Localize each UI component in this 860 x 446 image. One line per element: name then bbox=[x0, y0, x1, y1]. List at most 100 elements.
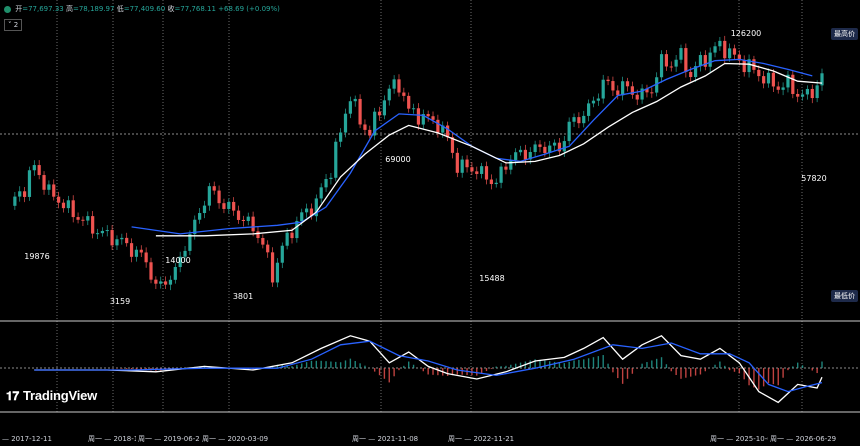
ohlc-legend: 开=77,697.33 高=78,189.97 低=77,409.60 收=77… bbox=[4, 4, 280, 14]
date-label: 周一 — 2022-11-21 bbox=[446, 433, 517, 446]
signal-line bbox=[34, 340, 823, 393]
candle-body bbox=[655, 77, 659, 93]
candle-body bbox=[587, 103, 591, 116]
high-price-tag: 最高价 bbox=[831, 28, 858, 40]
candle-body bbox=[76, 217, 80, 220]
candle-body bbox=[431, 116, 435, 120]
candle-body bbox=[392, 79, 396, 89]
candle-body bbox=[523, 149, 528, 160]
close-value: =77,768.11 bbox=[174, 5, 216, 13]
candle-body bbox=[139, 249, 143, 253]
candle-body bbox=[222, 203, 226, 209]
date-label: 周一 — 2020-03-09 bbox=[200, 433, 271, 446]
candle-body bbox=[387, 88, 391, 101]
date-label: — 2017-12-11 bbox=[0, 433, 54, 446]
change-value: +68.69 (+0.09%) bbox=[218, 5, 280, 13]
candle-body bbox=[436, 119, 440, 133]
candle-body bbox=[455, 152, 459, 173]
candle-body bbox=[61, 202, 66, 209]
candle-body bbox=[324, 179, 328, 188]
candle-body bbox=[154, 279, 158, 284]
date-label: 周一 — 2018-12- bbox=[86, 433, 148, 446]
candle-body bbox=[47, 184, 51, 190]
candle-body bbox=[66, 200, 70, 209]
candle-body bbox=[771, 72, 775, 87]
candle-body bbox=[776, 86, 780, 90]
candle-body bbox=[591, 100, 596, 104]
candle-body bbox=[470, 167, 474, 172]
candle-body bbox=[810, 88, 814, 99]
tradingview-logo[interactable]: 𝟏𝟕 TradingView bbox=[6, 388, 97, 404]
ma-slow-line bbox=[155, 62, 823, 237]
candle-body bbox=[348, 101, 352, 114]
candle-body bbox=[659, 54, 664, 78]
candle-body bbox=[295, 220, 299, 239]
candle-body bbox=[52, 184, 56, 197]
candle-body bbox=[723, 40, 727, 59]
candle-body bbox=[465, 159, 469, 168]
candle-body bbox=[207, 186, 211, 206]
candle-body bbox=[567, 121, 571, 142]
macd-line bbox=[34, 335, 823, 404]
candle-body bbox=[728, 48, 732, 59]
candle-body bbox=[713, 46, 717, 53]
candle-body bbox=[251, 216, 255, 232]
candle-body bbox=[402, 92, 406, 96]
candle-body bbox=[256, 231, 260, 239]
candle-body bbox=[577, 117, 581, 124]
high-value: =78,189.97 bbox=[72, 5, 115, 13]
candle-body bbox=[601, 79, 605, 99]
candle-body bbox=[543, 146, 547, 153]
candle-body bbox=[698, 55, 703, 67]
candle-body bbox=[616, 90, 620, 96]
candle-body bbox=[304, 208, 309, 213]
date-label: 周一 — 2026-06-29 bbox=[768, 433, 839, 446]
candle-body bbox=[475, 171, 479, 174]
candle-body bbox=[86, 216, 90, 221]
candle-body bbox=[159, 281, 163, 284]
price-annotation: 69000 bbox=[385, 155, 410, 164]
low-label: 低 bbox=[116, 5, 124, 13]
candle-body bbox=[582, 115, 586, 124]
candle-body bbox=[669, 66, 673, 68]
candle-body bbox=[757, 69, 761, 77]
candle-body bbox=[18, 191, 22, 197]
date-label: 周一 — 2021-11-08 bbox=[350, 433, 421, 446]
candle-body bbox=[664, 54, 669, 67]
candle-body bbox=[450, 137, 455, 153]
candle-body bbox=[674, 59, 678, 67]
candle-body bbox=[528, 152, 532, 160]
candle-body bbox=[446, 125, 450, 138]
candle-body bbox=[572, 117, 576, 122]
candle-body bbox=[100, 230, 104, 234]
candle-body bbox=[125, 237, 129, 244]
candle-body bbox=[509, 159, 513, 170]
high-label: 高 bbox=[65, 5, 73, 13]
candle-body bbox=[407, 95, 411, 109]
low-price-tag: 最低价 bbox=[831, 290, 858, 302]
candle-body bbox=[198, 213, 202, 220]
candle-body bbox=[261, 238, 265, 245]
candle-body bbox=[489, 179, 493, 185]
time-axis[interactable]: — 2017-12-11 周一 — 2018-12- 周一 — 2019-06-… bbox=[0, 433, 860, 446]
price-annotation: 3159 bbox=[110, 297, 130, 306]
candle-body bbox=[679, 48, 683, 60]
candle-body bbox=[246, 216, 250, 222]
collapse-indicators-button[interactable]: ˅ 2 bbox=[4, 19, 23, 31]
candle-body bbox=[120, 237, 124, 240]
candle-body bbox=[309, 208, 314, 217]
candle-body bbox=[611, 81, 615, 91]
candle-body bbox=[227, 201, 231, 209]
candle-body bbox=[241, 219, 245, 222]
candle-body bbox=[232, 201, 236, 211]
candle-body bbox=[796, 93, 800, 97]
candle-body bbox=[693, 66, 698, 78]
indicator-count: 2 bbox=[13, 21, 19, 29]
candle-body bbox=[110, 230, 114, 246]
candle-body bbox=[533, 144, 537, 153]
candle-body bbox=[800, 94, 805, 97]
date-label: 周一 — 2025-10-06 bbox=[708, 433, 779, 446]
candle-body bbox=[343, 113, 348, 133]
candle-body bbox=[382, 100, 386, 116]
